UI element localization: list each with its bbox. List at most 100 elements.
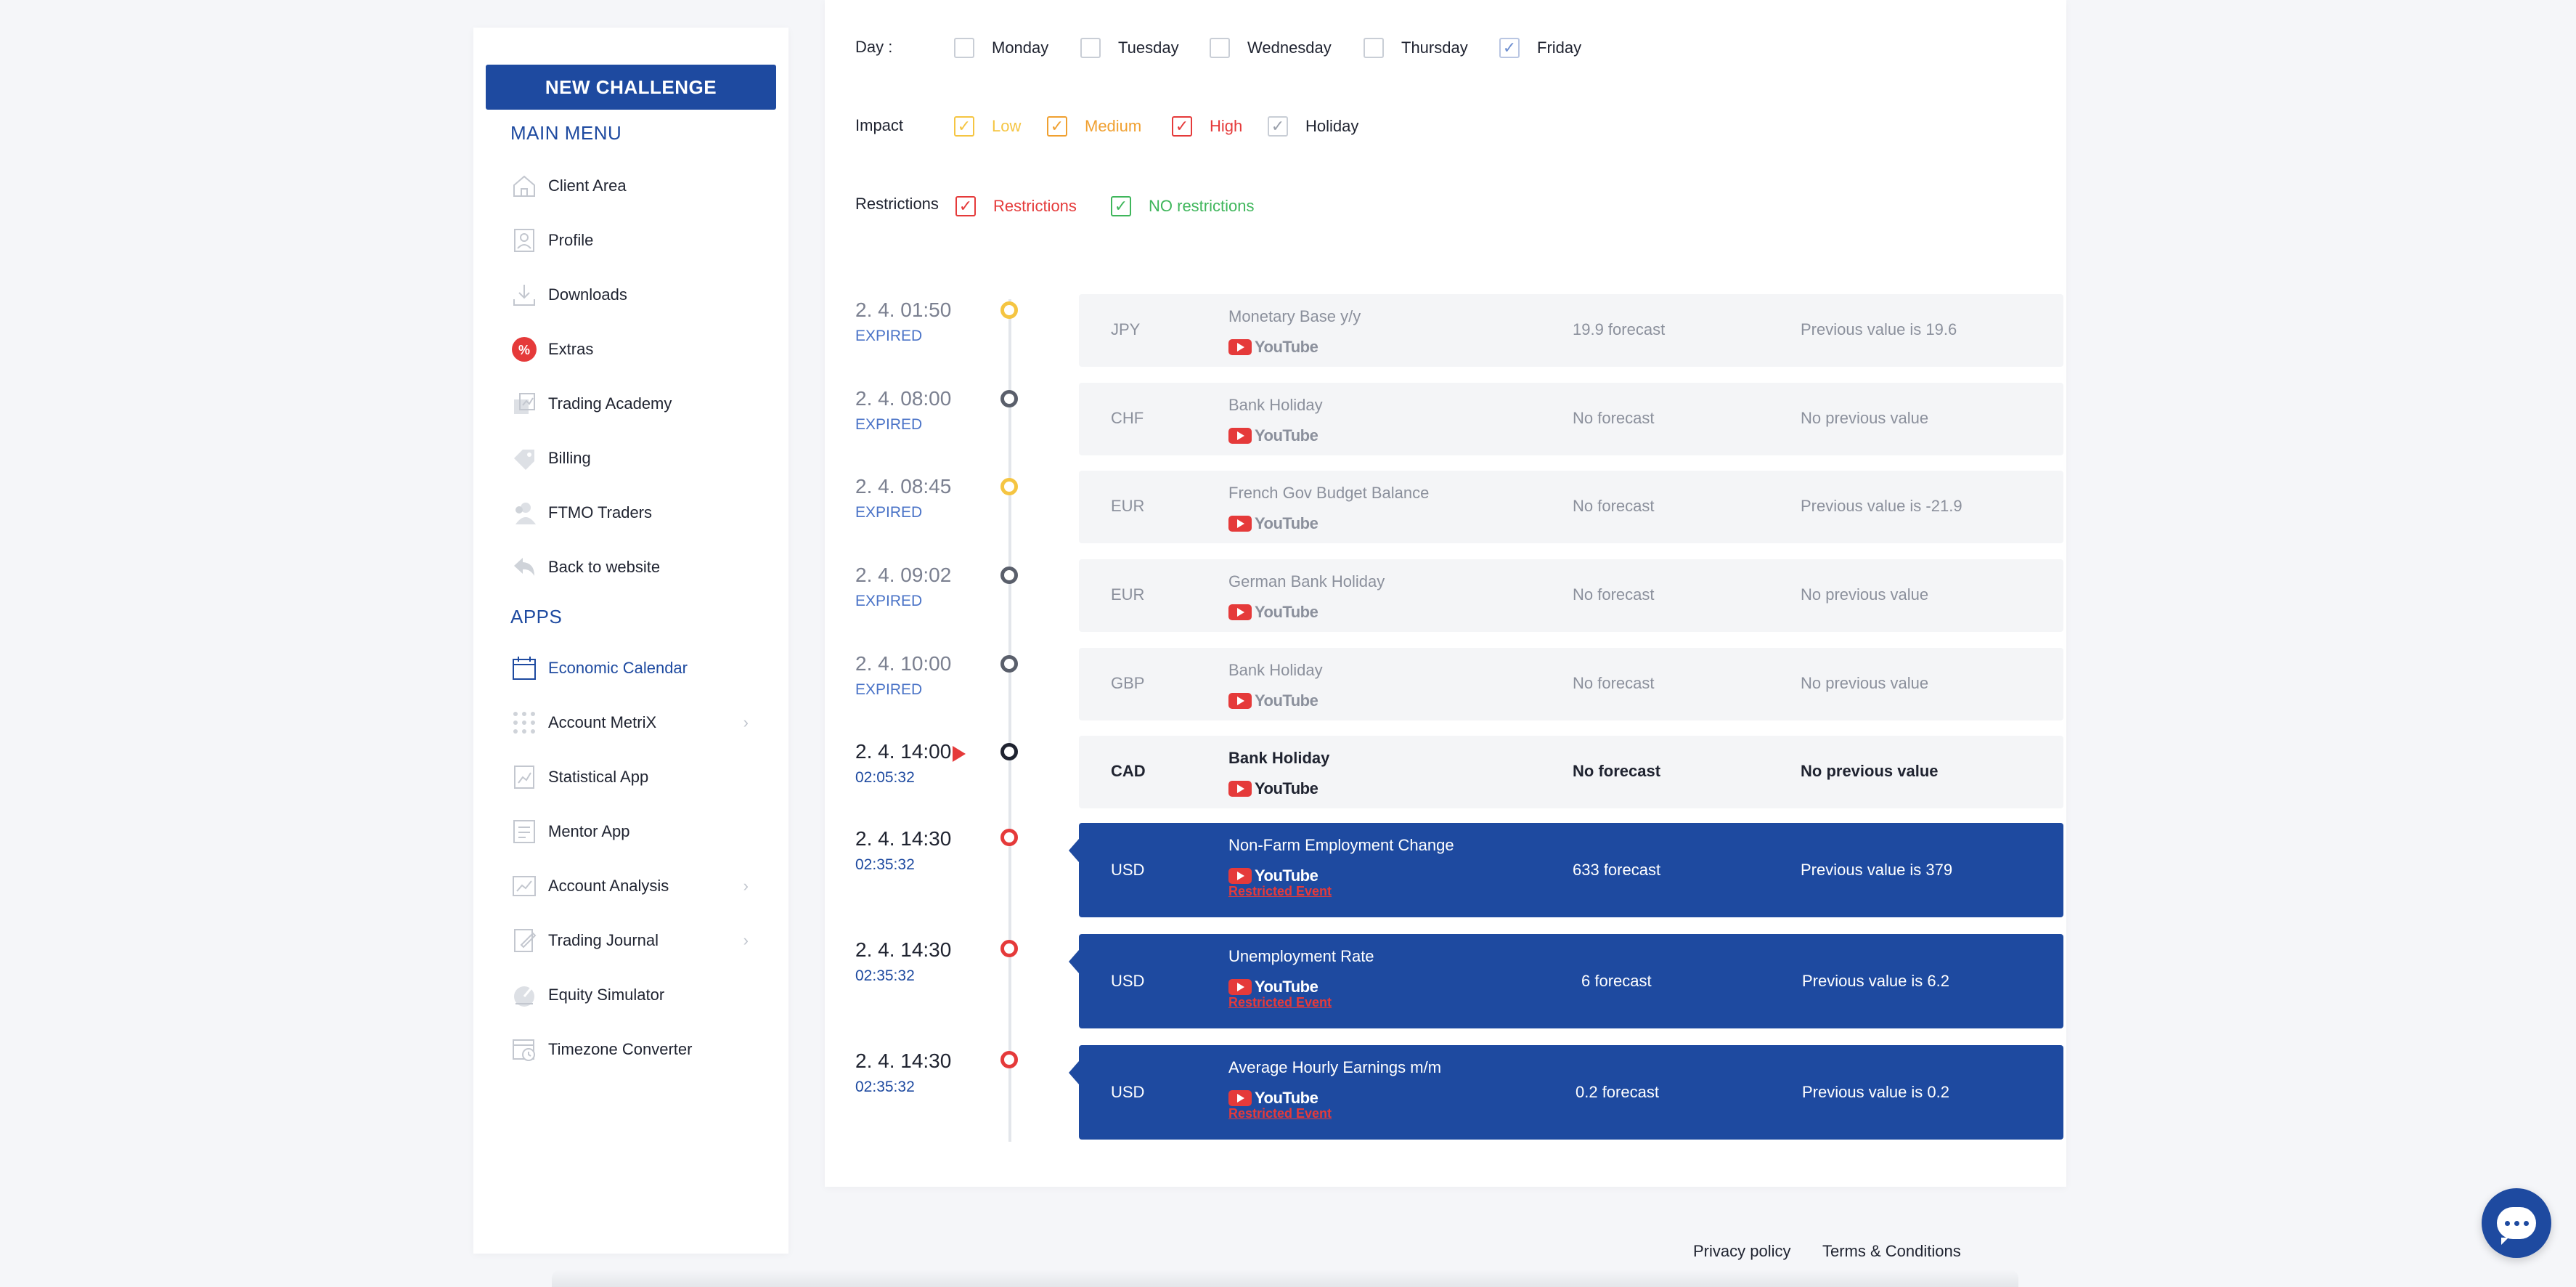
sidebar-item-label: Client Area [548,176,627,195]
sidebar-item-mentor-app[interactable]: Mentor App [510,810,757,853]
impact-checkbox-holiday[interactable]: ✓ Holiday [1268,116,1358,137]
checkbox-label: Tuesday [1118,38,1179,57]
event-row-restricted: 2. 4. 14:30 02:35:32 USD Non-Farm Employ… [825,823,2066,917]
event-time: 2. 4. 08:00 [855,387,952,410]
event-name: German Bank Holiday [1228,572,1385,590]
sidebar-item-trading-academy[interactable]: Trading Academy [510,382,757,426]
event-name: Bank Holiday [1228,749,1330,767]
event-currency: USD [1111,861,1145,879]
checkbox-label: Wednesday [1247,38,1332,57]
profile-icon [510,227,538,254]
event-card[interactable]: EUR French Gov Budget Balance YouTube No… [1079,471,2063,543]
sidebar-item-label: Trading Academy [548,394,672,413]
day-checkbox-friday[interactable]: ✓ Friday [1499,38,1581,58]
restrictions-checkbox[interactable]: ✓ Restrictions [955,196,1077,216]
sidebar-item-billing[interactable]: Billing [510,437,757,480]
youtube-link[interactable]: YouTube [1228,1089,1318,1108]
sidebar-item-label: Statistical App [548,768,649,786]
sidebar-item-timezone-converter[interactable]: Timezone Converter [510,1028,757,1071]
sidebar-item-downloads[interactable]: Downloads [510,273,757,317]
event-name: Bank Holiday [1228,661,1323,679]
youtube-link[interactable]: YouTube [1228,978,1318,996]
chevron-right-icon: › [743,931,749,949]
impact-checkbox-low[interactable]: ✓ Low [954,116,1021,137]
sidebar-item-trading-journal[interactable]: Trading Journal › [510,919,757,962]
youtube-label: YouTube [1255,691,1318,710]
day-checkbox-tuesday[interactable]: Tuesday [1080,38,1179,58]
sidebar-item-profile[interactable]: Profile [510,219,757,262]
sidebar-item-label: Account MetriX [548,713,657,731]
restricted-event-link[interactable]: Restricted Event [1228,995,1332,1010]
checkbox-label: High [1210,117,1243,135]
impact-dot [1000,940,1018,957]
no-restrictions-checkbox[interactable]: ✓ NO restrictions [1111,196,1254,216]
day-checkbox-wednesday[interactable]: Wednesday [1210,38,1332,58]
event-previous: Previous value is 19.6 [1801,320,1957,338]
sidebar-item-client-area[interactable]: Client Area [510,164,757,208]
sidebar-item-extras[interactable]: % Extras [510,328,757,371]
youtube-link[interactable]: YouTube [1228,338,1318,357]
new-challenge-button[interactable]: NEW CHALLENGE [486,65,776,110]
sidebar: NEW CHALLENGE MAIN MENU Client Area Prof… [473,28,788,1254]
chat-button[interactable] [2482,1188,2551,1258]
check-icon: ✓ [1268,116,1288,137]
sidebar-item-statistical-app[interactable]: Statistical App [510,755,757,799]
download-icon [510,281,538,309]
event-card[interactable]: CHF Bank Holiday YouTube No forecast No … [1079,383,2063,455]
simulator-icon [510,981,538,1009]
event-card[interactable]: USD Average Hourly Earnings m/m YouTube … [1069,1045,2063,1140]
event-currency: GBP [1111,674,1145,692]
day-checkbox-monday[interactable]: Monday [954,38,1048,58]
sidebar-item-back-to-website[interactable]: Back to website [510,545,757,589]
youtube-link[interactable]: YouTube [1228,866,1318,885]
sidebar-item-label: Timezone Converter [548,1040,693,1058]
event-time: 2. 4. 01:50 [855,299,952,321]
check-icon: ✓ [1111,196,1131,216]
impact-checkbox-medium[interactable]: ✓ Medium [1047,116,1141,137]
youtube-link[interactable]: YouTube [1228,779,1318,798]
youtube-label: YouTube [1255,866,1318,885]
checkbox-label: Monday [992,38,1049,57]
privacy-policy-link[interactable]: Privacy policy [1693,1242,1791,1260]
sidebar-item-label: FTMO Traders [548,503,653,521]
calendar-panel: Day : Monday Tuesday Wednesday Thursday … [825,0,2066,1187]
event-time: 2. 4. 14:30 [855,938,952,961]
sidebar-item-account-metrix[interactable]: Account MetriX › [510,701,757,744]
restricted-event-link[interactable]: Restricted Event [1228,1106,1332,1121]
event-currency: CHF [1111,409,1144,427]
event-forecast: 0.2 forecast [1576,1083,1659,1101]
impact-checkbox-high[interactable]: ✓ High [1172,116,1242,137]
event-card[interactable]: USD Non-Farm Employment Change YouTube R… [1069,823,2063,917]
event-card[interactable]: JPY Monetary Base y/y YouTube 19.9 forec… [1079,294,2063,367]
youtube-link[interactable]: YouTube [1228,691,1318,710]
sidebar-item-label: Trading Journal [548,931,659,949]
event-status: EXPIRED [855,681,923,698]
restricted-event-link[interactable]: Restricted Event [1228,884,1332,898]
checkbox-label: Friday [1537,38,1582,57]
event-card[interactable]: USD Unemployment Rate YouTube Restricted… [1069,934,2063,1028]
sidebar-item-label: Profile [548,231,594,249]
sidebar-item-account-analysis[interactable]: Account Analysis › [510,864,757,908]
sidebar-item-label: Billing [548,449,591,467]
youtube-link[interactable]: YouTube [1228,426,1318,445]
impact-filter-label: Impact [855,116,904,134]
event-card[interactable]: EUR German Bank Holiday YouTube No forec… [1079,559,2063,632]
event-name: Non-Farm Employment Change [1228,836,1454,854]
stats-icon [510,763,538,791]
checkbox-label: NO restrictions [1149,197,1255,215]
calendar-icon [510,654,538,682]
youtube-link[interactable]: YouTube [1228,514,1318,533]
check-icon: ✓ [1047,116,1067,137]
event-row-current: 2. 4. 14:00 02:05:32 CAD Bank Holiday Yo… [825,736,2066,808]
day-checkbox-thursday[interactable]: Thursday [1364,38,1468,58]
sidebar-item-ftmo-traders[interactable]: FTMO Traders [510,491,757,535]
sidebar-item-equity-simulator[interactable]: Equity Simulator [510,973,757,1017]
event-card[interactable]: CAD Bank Holiday YouTube No forecast No … [1079,736,2063,808]
youtube-link[interactable]: YouTube [1228,603,1318,622]
metrix-icon [510,709,538,736]
sidebar-item-economic-calendar[interactable]: Economic Calendar [510,646,757,690]
event-forecast: No forecast [1573,409,1655,427]
event-forecast: No forecast [1573,762,1661,780]
event-card[interactable]: GBP Bank Holiday YouTube No forecast No … [1079,648,2063,720]
terms-link[interactable]: Terms & Conditions [1822,1242,1961,1260]
